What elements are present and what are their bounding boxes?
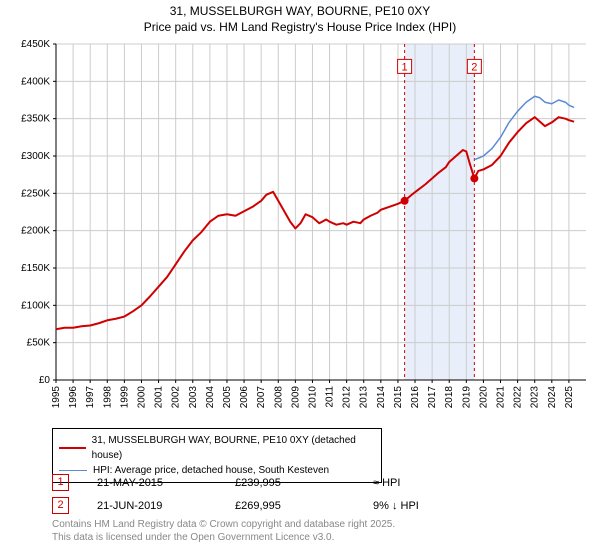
svg-text:2007: 2007 [256,386,267,409]
svg-text:1997: 1997 [85,386,96,409]
svg-text:2022: 2022 [513,386,524,409]
svg-text:1996: 1996 [68,386,79,409]
svg-text:2002: 2002 [171,386,182,409]
svg-text:2015: 2015 [393,386,404,409]
svg-text:2017: 2017 [427,386,438,409]
svg-text:£350K: £350K [21,114,50,125]
legend-swatch [59,447,86,449]
sale-vs-hpi: ≈ HPI [373,477,483,489]
sale-price: £269,995 [235,500,345,512]
sale-marker: 2 [52,497,69,514]
svg-text:2023: 2023 [530,386,541,409]
footer-line-1: Contains HM Land Registry data © Crown c… [52,518,395,531]
svg-text:2010: 2010 [307,386,318,409]
svg-text:2020: 2020 [478,386,489,409]
svg-text:2013: 2013 [359,386,370,409]
svg-text:£200K: £200K [21,226,50,237]
sale-price: £239,995 [235,477,345,489]
svg-text:2021: 2021 [496,386,507,409]
svg-text:2012: 2012 [342,386,353,409]
svg-text:£300K: £300K [21,151,50,162]
sale-row: 2 21-JUN-2019 £269,995 9% ↓ HPI [52,497,483,514]
sale-date: 21-JUN-2019 [97,500,207,512]
svg-text:2011: 2011 [325,386,336,408]
svg-text:£250K: £250K [21,188,50,199]
svg-text:£150K: £150K [21,263,50,274]
chart-container: 31, MUSSELBURGH WAY, BOURNE, PE10 0XY Pr… [0,0,600,560]
footer-line-2: This data is licensed under the Open Gov… [52,531,395,544]
svg-text:£400K: £400K [21,76,50,87]
svg-text:2009: 2009 [290,386,301,409]
svg-text:2025: 2025 [564,386,575,409]
title-line-2: Price paid vs. HM Land Registry's House … [0,20,600,36]
svg-text:2000: 2000 [136,386,147,409]
sales-table: 1 21-MAY-2015 £239,995 ≈ HPI 2 21-JUN-2019 £26… [52,474,483,520]
title-line-1: 31, MUSSELBURGH WAY, BOURNE, PE10 0XY [0,4,600,20]
sale-date: 21-MAY-2015 [97,477,207,489]
svg-text:2019: 2019 [461,386,472,409]
chart-title: 31, MUSSELBURGH WAY, BOURNE, PE10 0XY Pr… [0,0,600,35]
svg-text:2006: 2006 [239,386,250,409]
svg-text:2018: 2018 [444,386,455,409]
legend-item: 31, MUSSELBURGH WAY, BOURNE, PE10 0XY (d… [59,433,375,463]
svg-text:2001: 2001 [154,386,165,409]
svg-text:1: 1 [402,61,408,73]
svg-text:2005: 2005 [222,386,233,409]
attribution-footer: Contains HM Land Registry data © Crown c… [52,518,395,544]
svg-text:2003: 2003 [188,386,199,409]
legend-label: 31, MUSSELBURGH WAY, BOURNE, PE10 0XY (d… [92,433,375,463]
svg-text:£450K: £450K [21,39,50,50]
svg-text:1995: 1995 [51,386,62,409]
svg-text:2: 2 [471,61,477,73]
svg-text:2024: 2024 [547,386,558,409]
svg-text:£0: £0 [39,375,51,386]
chart-plot-area: £0 £50K £100K £150K £200K £250K £300K £350K £400… [4,38,594,418]
sale-row: 1 21-MAY-2015 £239,995 ≈ HPI [52,474,483,491]
legend-swatch [59,470,87,471]
svg-text:2008: 2008 [273,386,284,409]
sale-vs-hpi: 9% ↓ HPI [373,500,483,512]
svg-text:2004: 2004 [205,386,216,409]
chart-svg: £0 £50K £100K £150K £200K £250K £300K £350K £400… [4,38,594,418]
svg-text:1999: 1999 [119,386,130,409]
svg-text:2014: 2014 [376,386,387,409]
svg-text:£50K: £50K [27,338,51,349]
svg-text:£100K: £100K [21,300,50,311]
svg-text:2016: 2016 [410,386,421,409]
svg-text:1998: 1998 [102,386,113,409]
sale-marker: 1 [52,474,69,491]
